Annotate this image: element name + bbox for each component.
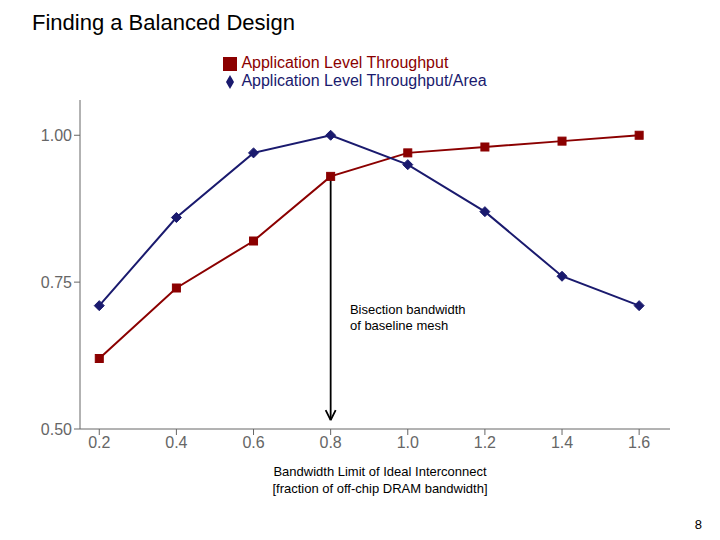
- svg-text:0.2: 0.2: [88, 434, 110, 451]
- html-text:Application Level Throughput/A: Application Level Throughput/Area: [241, 72, 487, 89]
- html-text:Finding a Balanced Design: Finding a Balanced Design: [32, 10, 295, 35]
- svg-text:0.75: 0.75: [41, 274, 72, 291]
- html-text:8: 8: [694, 517, 702, 532]
- svg-text:1.6: 1.6: [628, 434, 650, 451]
- svg-text:0.4: 0.4: [165, 434, 187, 451]
- svg-text:0.8: 0.8: [320, 434, 342, 451]
- svg-text:0.6: 0.6: [242, 434, 264, 451]
- svg-text:1.00: 1.00: [41, 127, 72, 144]
- svg-text:Bisection bandwidthof baseline: Bisection bandwidthof baseline mesh: [350, 302, 466, 333]
- svg-text:1.4: 1.4: [551, 434, 573, 451]
- html-text:Application Level Throughput: Application Level Throughput: [241, 54, 449, 71]
- svg-text:0.50: 0.50: [41, 421, 72, 438]
- html-text:Bandwidth Limit of Ideal Inter: Bandwidth Limit of Ideal Interconnect [f…: [272, 464, 488, 496]
- svg-text:1.0: 1.0: [397, 434, 419, 451]
- svg-text:1.2: 1.2: [474, 434, 496, 451]
